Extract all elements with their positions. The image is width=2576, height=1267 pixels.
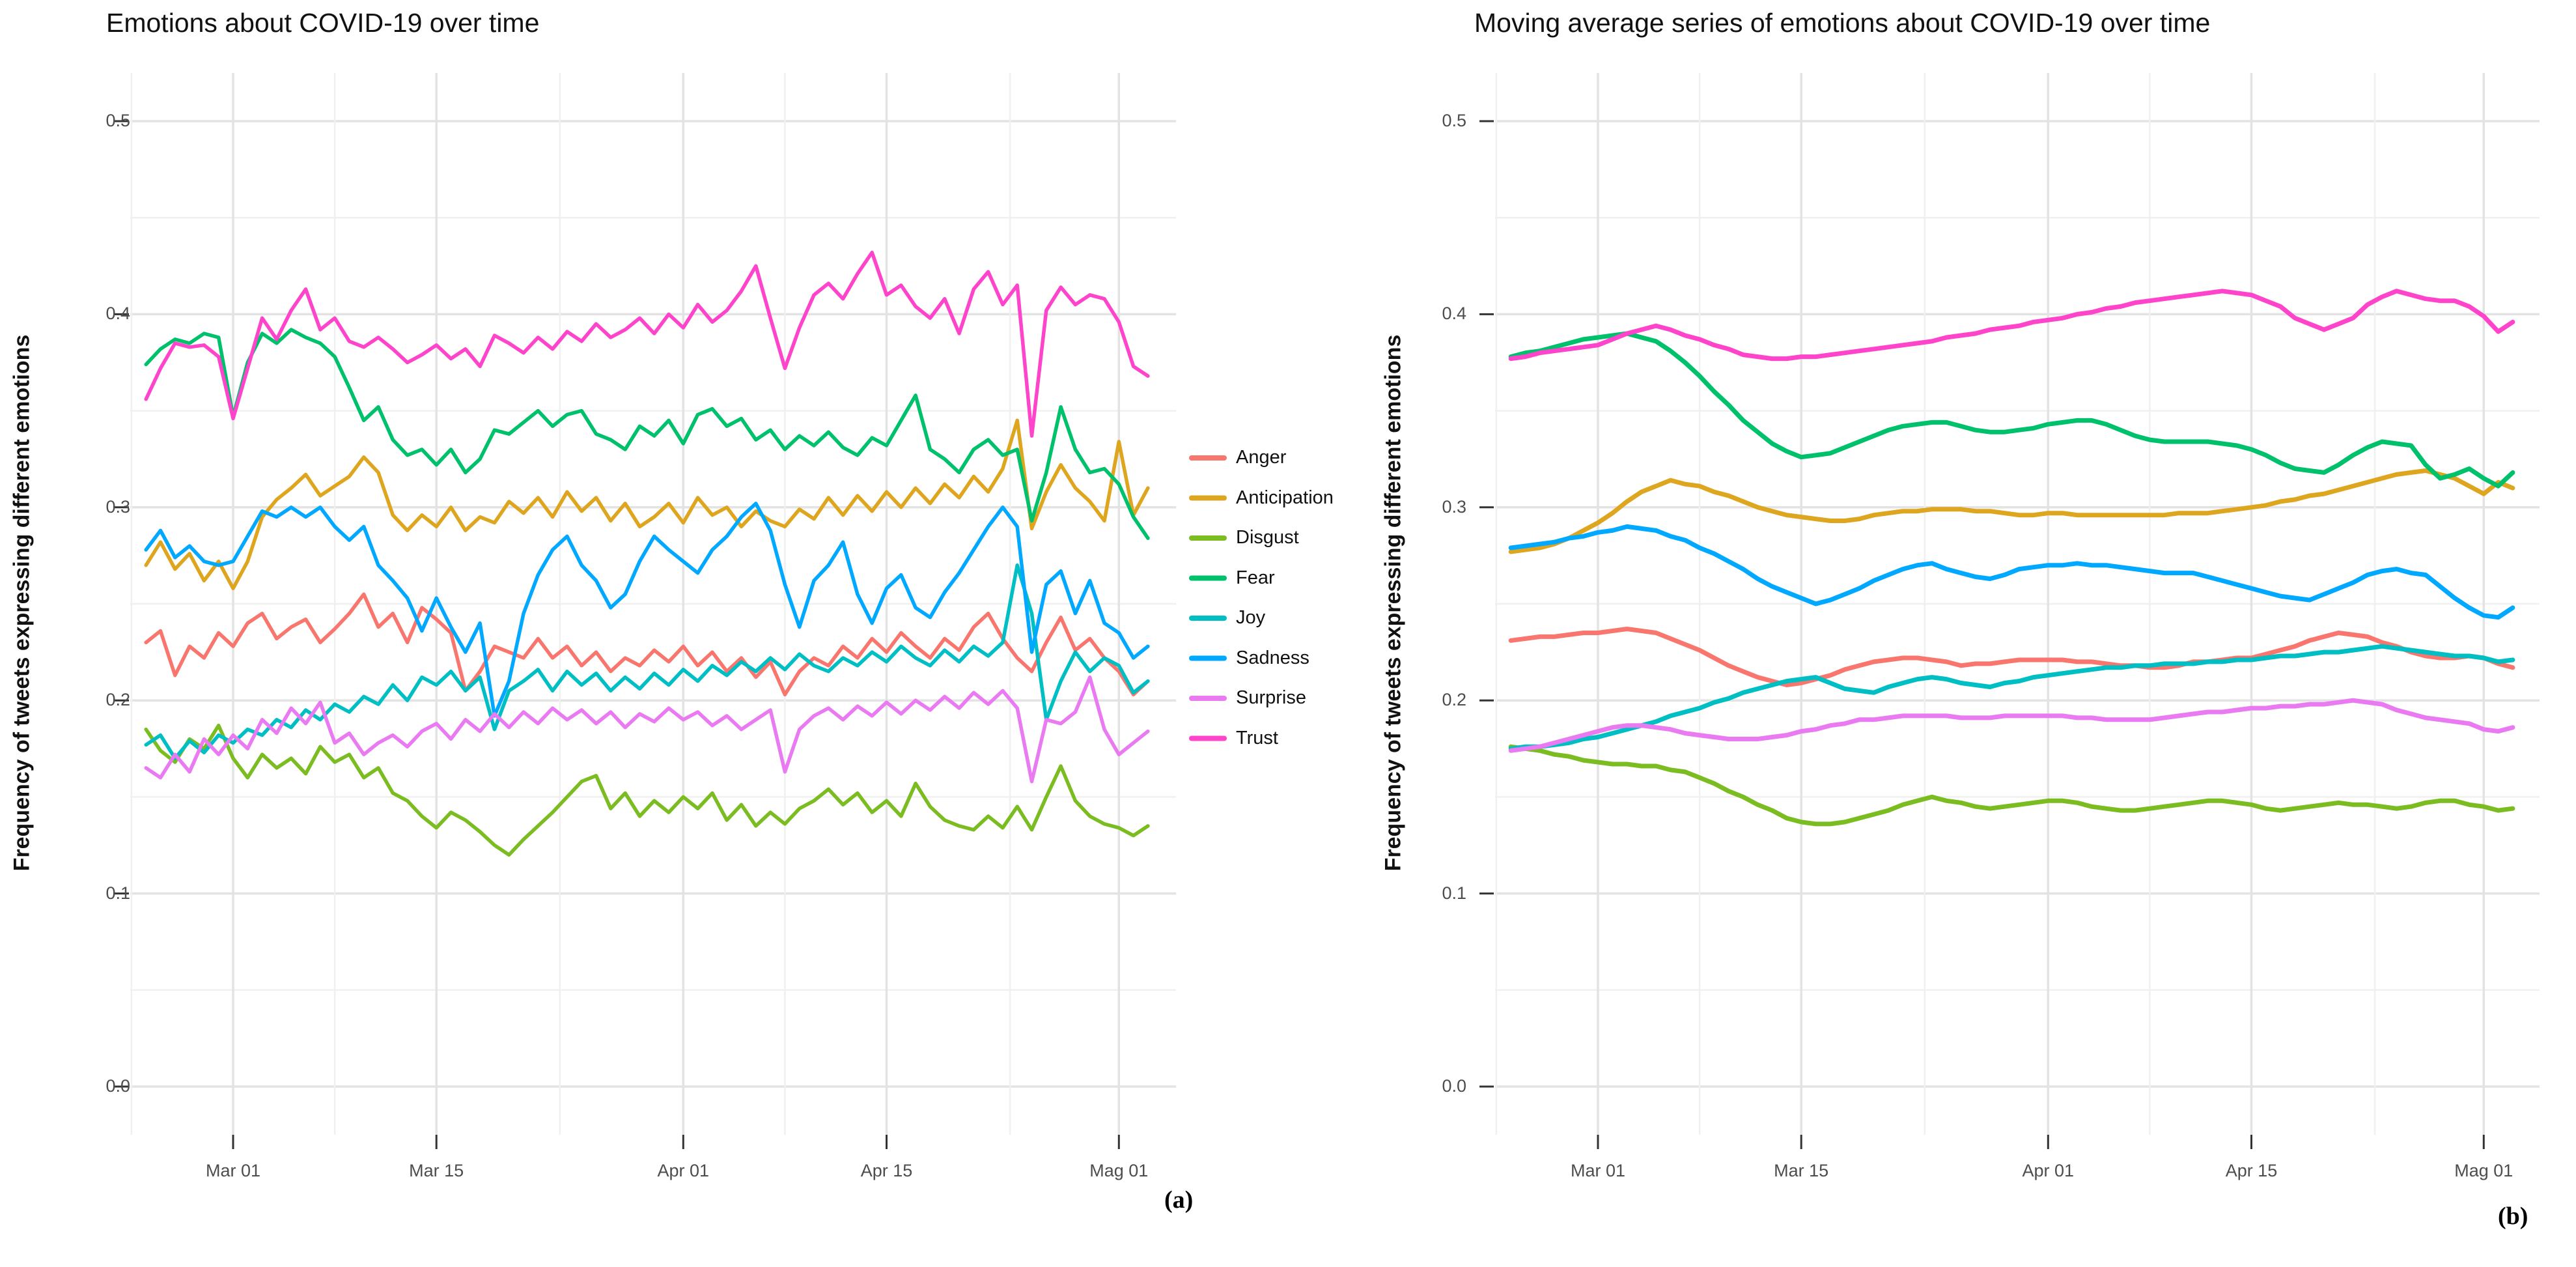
y-tick-label: 0.5 <box>1442 111 1466 130</box>
y-tick-label: 0.3 <box>105 496 130 517</box>
y-tick-label: 0.5 <box>105 111 130 130</box>
series-line-anger <box>144 592 1150 697</box>
series-line-disgust <box>144 723 1150 857</box>
x-tick-label: Mar 01 <box>205 1161 261 1180</box>
x-tick-label: Apr 01 <box>2022 1161 2075 1180</box>
legend-label-disgust: Disgust <box>1236 527 1299 548</box>
x-tick-label: Mar 01 <box>1570 1161 1626 1180</box>
series-line-surprise <box>144 675 1150 784</box>
x-tick-label: Mar 15 <box>1774 1161 1829 1180</box>
series-line-surprise <box>1508 698 2515 753</box>
panel-b-caption: (b) <box>2498 1203 2528 1230</box>
y-tick-label: 0.4 <box>1442 304 1466 324</box>
panel-a-y-axis-title: Frequency of tweets expressing different… <box>9 334 35 872</box>
x-tick-label: Apr 01 <box>657 1161 710 1180</box>
y-tick-label: 0.2 <box>105 690 130 710</box>
y-tick-label: 0.1 <box>105 883 130 903</box>
legend-label-anger: Anger <box>1236 447 1287 468</box>
x-tick-label: Mar 15 <box>409 1161 464 1180</box>
legend-label-sadness: Sadness <box>1236 647 1309 668</box>
series-line-anticipation <box>1508 468 2515 554</box>
x-tick-label: Apr 15 <box>860 1161 913 1180</box>
series-line-sadness <box>1508 524 2515 620</box>
panel-a-title: Emotions about COVID-19 over time <box>106 8 540 38</box>
series-line-sadness <box>144 502 1150 718</box>
y-tick-label: 0.0 <box>105 1076 130 1096</box>
panel-b-title: Moving average series of emotions about … <box>1474 8 2211 38</box>
x-tick-label: Mag 01 <box>2454 1161 2513 1180</box>
legend-label-trust: Trust <box>1236 727 1278 748</box>
panel-b-y-axis-title: Frequency of tweets expressing different… <box>1380 334 1406 872</box>
series-line-anticipation <box>144 418 1150 591</box>
series-line-disgust <box>1508 744 2515 827</box>
legend-label-surprise: Surprise <box>1236 687 1306 708</box>
series-line-fear <box>1508 331 2515 489</box>
y-tick-label: 0.3 <box>1442 496 1466 517</box>
y-tick-label: 0.4 <box>105 304 130 324</box>
x-tick-label: Mag 01 <box>1089 1161 1149 1180</box>
legend-label-joy: Joy <box>1236 607 1266 628</box>
y-tick-label: 0.0 <box>1442 1076 1466 1096</box>
y-tick-label: 0.1 <box>1442 883 1466 903</box>
series-line-anger <box>1508 627 2515 687</box>
series-line-trust <box>144 250 1150 438</box>
series-line-trust <box>1508 289 2515 362</box>
series-line-fear <box>144 328 1150 540</box>
y-tick-label: 0.2 <box>1442 690 1466 710</box>
panel-a-caption: (a) <box>1164 1186 1194 1214</box>
series-line-joy <box>1508 644 2515 751</box>
x-tick-label: Apr 15 <box>2225 1161 2278 1180</box>
legend-label-anticipation: Anticipation <box>1236 487 1334 508</box>
legend-label-fear: Fear <box>1236 567 1275 588</box>
series-line-joy <box>144 563 1150 760</box>
